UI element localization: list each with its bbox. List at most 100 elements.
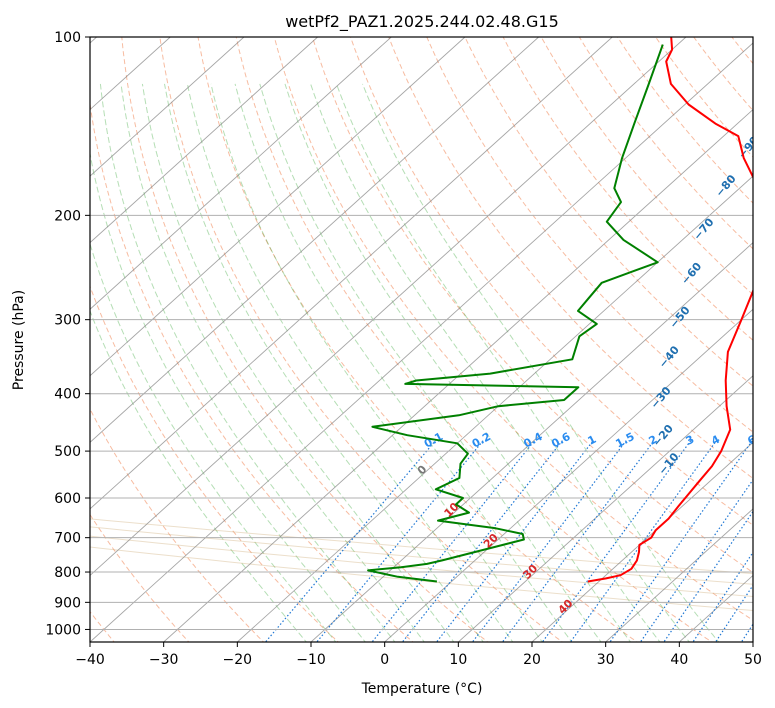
x-axis-ticks: −40 −30 −20 −10 0 10 20 30 40 50 <box>75 642 762 668</box>
moist-adiabat <box>186 83 514 642</box>
dry-adiabat <box>197 37 638 642</box>
dry-adiabat-label: −60 <box>679 260 705 287</box>
mixing-ratio-label: 1.5 <box>613 430 636 451</box>
line-labels: 0.10.20.40.611.52346810131620253036−100−… <box>415 85 775 617</box>
x-tick-label: −40 <box>75 652 105 668</box>
y-tick-label: 800 <box>54 565 81 581</box>
dry-adiabat-label: −30 <box>648 384 674 411</box>
y-axis-ticks: 100 200 300 400 500 600 700 800 900 1000 <box>45 30 90 638</box>
mixing-ratio-lines <box>264 440 775 645</box>
y-tick-label: 200 <box>54 208 81 224</box>
dry-adiabat-label: −40 <box>656 343 682 370</box>
isotherm <box>237 175 753 642</box>
mixing-ratio-label: 0.6 <box>549 430 573 451</box>
moist-adiabat <box>141 83 455 642</box>
dry-adiabat-label: −20 <box>650 422 676 449</box>
isotherm <box>384 308 753 642</box>
x-axis-label: Temperature (°C) <box>361 681 483 697</box>
moist-adiabat <box>99 83 396 642</box>
isotherm <box>752 641 753 642</box>
mixing-ratio-line <box>501 440 655 642</box>
temperature-profile <box>587 37 753 583</box>
isotherm <box>310 242 753 642</box>
mixing-ratio-label: 0.2 <box>470 430 493 451</box>
mixing-ratio-line <box>435 440 594 642</box>
dry-adiabat <box>464 37 753 387</box>
mixing-ratio-label: 0.4 <box>521 430 545 451</box>
mixing-ratio-line <box>639 478 753 642</box>
isotherm <box>679 574 753 642</box>
mixing-ratio-line <box>692 551 753 642</box>
moist-adiabat <box>210 83 543 642</box>
x-tick-label: −10 <box>296 652 326 668</box>
dry-adiabat <box>693 37 753 112</box>
mixing-ratio-line <box>541 440 692 642</box>
dry-adiabat <box>90 100 414 642</box>
dry-adiabat-label: −50 <box>667 304 693 331</box>
isotherm <box>90 37 392 310</box>
isotherm <box>605 508 753 642</box>
x-tick-label: 40 <box>670 652 688 668</box>
y-axis-label: Pressure (hPa) <box>11 290 27 390</box>
plot-frame <box>89 36 754 643</box>
isotherm <box>90 37 466 377</box>
isotherm <box>90 37 318 244</box>
isotherm <box>531 441 753 642</box>
mixing-ratio-label: 6 <box>745 433 758 448</box>
dry-adiabat <box>426 37 753 433</box>
moist-adiabat-label: 40 <box>556 596 576 616</box>
dry-adiabat <box>311 37 753 574</box>
x-tick-label: −30 <box>149 652 179 668</box>
moist-adiabat <box>234 83 573 642</box>
dry-adiabat <box>388 37 753 480</box>
isotherm <box>90 37 687 577</box>
dry-adiabat <box>121 37 489 642</box>
moist-adiabat <box>362 83 720 642</box>
profiles <box>367 37 753 583</box>
mixing-ratio-line <box>765 441 775 645</box>
moist-adiabat <box>164 83 484 642</box>
isotherms <box>90 37 753 642</box>
y-tick-label: 600 <box>54 491 81 507</box>
moist-adiabat <box>259 83 602 642</box>
moist-adiabat <box>90 150 366 642</box>
mixing-ratio-line <box>371 440 536 642</box>
isotherm <box>458 375 753 642</box>
dry-adiabat-label: −10 <box>656 450 682 477</box>
y-tick-label: 700 <box>54 531 81 547</box>
x-tick-label: 0 <box>380 652 389 668</box>
dry-adiabat-label: −100 <box>766 85 775 118</box>
moist-adiabat <box>90 309 307 642</box>
dewpoint-profile <box>367 44 664 583</box>
dry-adiabat <box>759 24 775 645</box>
isotherm <box>90 37 245 177</box>
moist-adiabat <box>90 242 337 642</box>
y-tick-label: 1000 <box>45 622 81 638</box>
mixing-ratio-line <box>609 440 753 642</box>
mixing-ratio-label: 3 <box>684 433 697 448</box>
dry-adiabat <box>502 37 753 341</box>
mixing-ratio-line <box>740 623 753 642</box>
x-tick-label: 10 <box>449 652 467 668</box>
isobars <box>90 37 753 630</box>
mixing-ratio-line <box>401 440 563 642</box>
isotherm <box>90 42 753 642</box>
x-tick-label: −20 <box>223 652 253 668</box>
mixing-ratio-line <box>663 510 753 642</box>
dry-adiabat-label: −70 <box>691 215 717 242</box>
moist-adiabat <box>284 83 632 642</box>
dry-adiabat <box>654 37 753 158</box>
mixing-ratio-line <box>264 440 436 642</box>
plot-area: 0.10.20.40.611.52346810131620253036−100−… <box>90 24 775 645</box>
y-tick-label: 300 <box>54 313 81 329</box>
chart-title: wetPf2_PAZ1.2025.244.02.48.G15 <box>285 12 559 32</box>
dry-adiabat <box>273 37 753 621</box>
y-tick-label: 500 <box>54 444 81 460</box>
moist-adiabat <box>120 83 425 642</box>
y-tick-label: 100 <box>54 30 81 46</box>
moist-adiabat <box>310 83 661 642</box>
isotherm <box>90 37 539 443</box>
mixing-ratio-label: 1 <box>586 433 599 448</box>
x-tick-label: 50 <box>744 652 762 668</box>
